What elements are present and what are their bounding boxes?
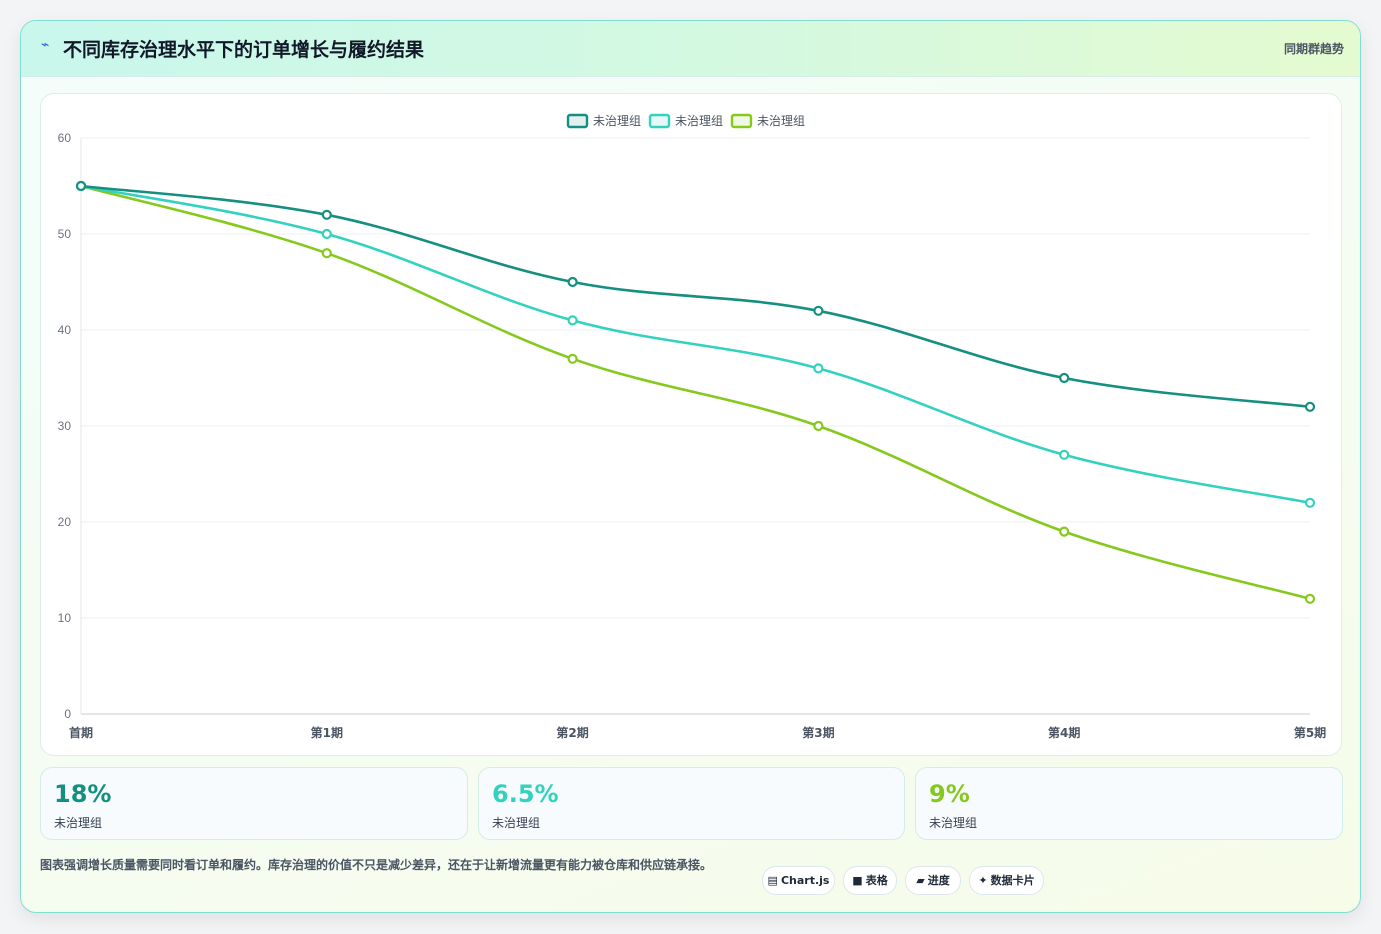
chart-icon: ▤ <box>767 874 778 887</box>
data-point <box>567 315 578 326</box>
legend-label-1: 未治理组 <box>593 114 641 128</box>
kpi-value-3: 9% <box>929 780 970 808</box>
kpi-card-1: 18% 未治理组 <box>40 767 468 840</box>
kpi-label-3: 未治理组 <box>929 816 978 830</box>
kpi-card-2: 6.5% 未治理组 <box>478 767 905 840</box>
pill-label: 数据卡片 <box>990 874 1035 887</box>
table-icon: ■ <box>852 874 863 887</box>
kpi-label-2: 未治理组 <box>492 816 541 830</box>
series-line-3 <box>79 184 1312 601</box>
x-tick-label: 第3期 <box>802 725 834 740</box>
y-tick-label: 0 <box>64 707 71 721</box>
x-tick-label: 第2期 <box>556 725 588 740</box>
header-tag: 同期群趋势 <box>1283 42 1344 56</box>
y-tick-label: 10 <box>58 611 72 625</box>
series-line-2 <box>79 184 1312 505</box>
card-header: ⌁ 不同库存治理水平下的订单增长与履约结果 同期群趋势 <box>21 21 1360 77</box>
pill-label: Chart.js <box>780 874 830 887</box>
trend-icon: ⌁ <box>41 37 50 53</box>
kpi-value-1: 18% <box>54 780 112 808</box>
footer-note: 图表强调增长质量需要同时看订单和履约。库存治理的价值不只是减少差异，还在于让新增… <box>40 858 713 872</box>
legend-swatch-1 <box>566 113 589 129</box>
x-tick-label: 第4期 <box>1048 725 1080 740</box>
data-point <box>1059 449 1070 460</box>
pill-label: 表格 <box>865 874 888 887</box>
kpi-card-3: 9% 未治理组 <box>915 767 1343 840</box>
progress-icon: ▰ <box>916 874 925 887</box>
y-tick-label: 50 <box>58 227 72 241</box>
x-tick-label: 第5期 <box>1294 725 1326 740</box>
line-chart: 0 10 20 30 40 50 60 首期 第1期 第2期 第3期 第4期 第5期 未治理组 未治理组 未治… <box>58 113 1326 740</box>
pill-table[interactable]: ■ 表格 <box>843 866 897 895</box>
x-tick-label: 第1期 <box>311 725 343 740</box>
x-tick-label: 首期 <box>69 725 93 740</box>
data-point <box>321 228 332 240</box>
series-line-1 <box>79 184 1312 409</box>
data-point <box>1304 497 1316 508</box>
card-title: 不同库存治理水平下的订单增长与履约结果 <box>63 39 425 61</box>
data-point <box>1304 593 1316 604</box>
card-icon: ✦ <box>978 874 988 887</box>
data-point <box>567 353 578 364</box>
pill-chartjs[interactable]: ▤ Chart.js <box>762 866 835 895</box>
chart-panel: 0 10 20 30 40 50 60 首期 第1期 第2期 第3期 第4期 第5期 未治理组 未治理组 未治… <box>40 93 1342 756</box>
data-point <box>567 276 578 288</box>
data-point <box>1059 526 1070 537</box>
data-point <box>321 209 332 220</box>
data-point <box>1304 401 1316 412</box>
kpi-label-1: 未治理组 <box>54 816 103 830</box>
data-point <box>75 180 87 192</box>
kpi-value-2: 6.5% <box>492 780 559 808</box>
legend-label-2: 未治理组 <box>675 114 723 128</box>
pill-data-card[interactable]: ✦ 数据卡片 <box>969 866 1044 895</box>
dashboard-card: ⌁ 不同库存治理水平下的订单增长与履约结果 同期群趋势 0 10 20 30 40 50 6… <box>20 20 1361 913</box>
y-tick-label: 40 <box>58 323 72 337</box>
legend-swatch-3 <box>730 113 753 129</box>
y-tick-label: 30 <box>58 419 72 433</box>
legend-swatch-2 <box>648 113 671 129</box>
y-tick-label: 60 <box>58 131 72 145</box>
data-point <box>813 305 824 316</box>
y-tick-label: 20 <box>58 515 72 529</box>
data-point <box>813 420 824 432</box>
pill-progress[interactable]: ▰ 进度 <box>905 866 961 895</box>
data-point <box>1059 372 1070 384</box>
legend-label-3: 未治理组 <box>757 114 805 128</box>
data-point <box>813 363 824 374</box>
data-point <box>321 248 332 259</box>
pill-label: 进度 <box>927 874 950 887</box>
